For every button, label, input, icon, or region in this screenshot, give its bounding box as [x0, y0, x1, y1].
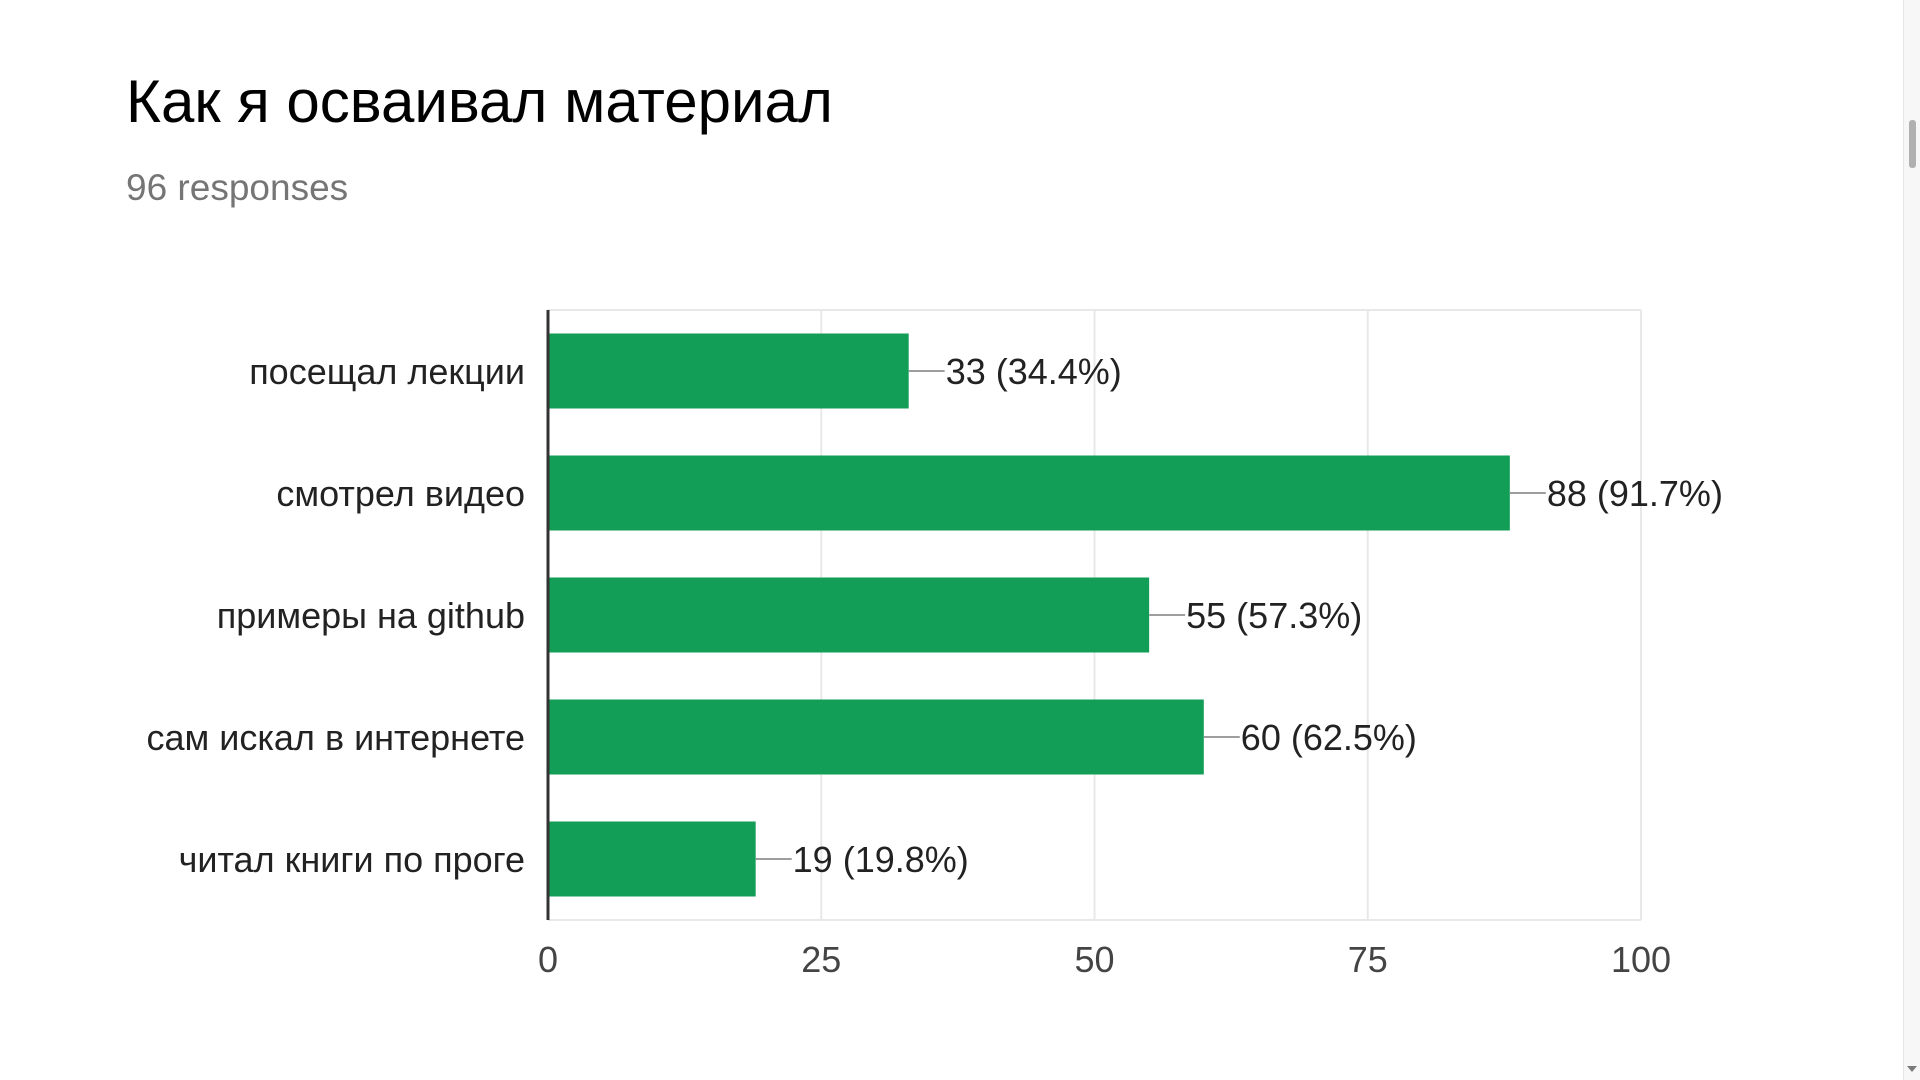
x-tick-label: 100 [1611, 939, 1671, 980]
leader-lines [755, 370, 1546, 860]
bar [548, 699, 1204, 775]
x-tick-label: 25 [801, 939, 841, 980]
scroll-down-arrow-icon[interactable] [1907, 1066, 1917, 1072]
category-label: смотрел видео [276, 473, 525, 514]
category-label: посещал лекции [249, 351, 525, 392]
category-labels: посещал лекции смотрел видео примеры на gi… [146, 351, 525, 880]
data-label: 19 (19.8%) [793, 839, 969, 880]
x-tick-label: 75 [1348, 939, 1388, 980]
scrollbar-thumb[interactable] [1909, 120, 1916, 168]
bars [548, 333, 1510, 897]
x-tick-label: 0 [538, 939, 558, 980]
bar [548, 821, 756, 897]
data-label: 60 (62.5%) [1241, 717, 1417, 758]
bar [548, 455, 1510, 531]
data-label: 88 (91.7%) [1547, 473, 1723, 514]
data-label: 33 (34.4%) [946, 351, 1122, 392]
x-tick-labels: 0 25 50 75 100 [538, 939, 1671, 980]
response-count: 96 responses [126, 167, 349, 208]
question-title: Как я осваивал материал [126, 68, 833, 135]
vertical-scrollbar[interactable] [1903, 0, 1920, 1080]
category-label: читал книги по проге [179, 839, 525, 880]
category-label: сам искал в интернете [146, 717, 525, 758]
category-label: примеры на github [217, 595, 525, 636]
bar [548, 333, 909, 409]
data-labels: 33 (34.4%) 88 (91.7%) 55 (57.3%) 60 (62.5%)… [793, 351, 1723, 880]
data-label: 55 (57.3%) [1186, 595, 1362, 636]
x-tick-label: 50 [1074, 939, 1114, 980]
bar [548, 577, 1150, 653]
